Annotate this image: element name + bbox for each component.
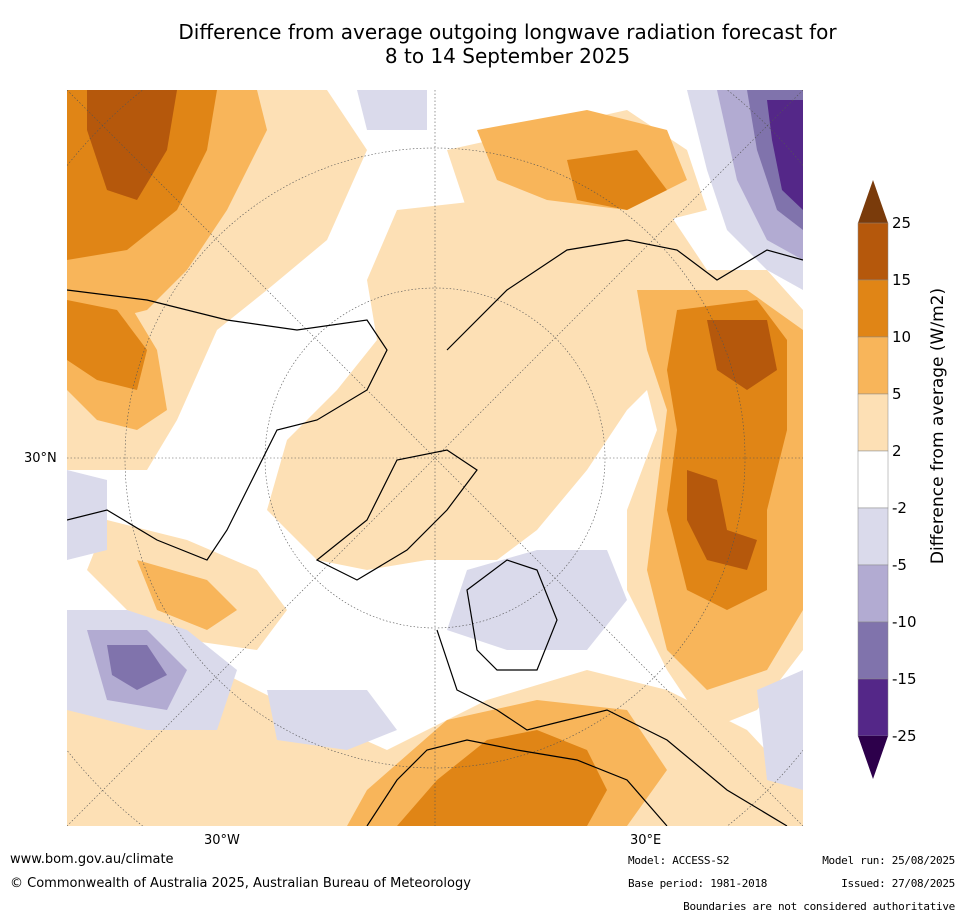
anomaly-region	[137, 560, 237, 630]
chart-title: Difference from average outgoing longwav…	[0, 20, 965, 68]
anomaly-region	[447, 550, 627, 650]
lat-label-30n: 30°N	[24, 451, 57, 466]
colorbar-tick-label: 10	[892, 328, 912, 346]
anomaly-region	[757, 670, 803, 790]
anomaly-region	[107, 645, 167, 690]
anomaly-region	[67, 300, 147, 390]
footer-issued: Issued: 27/08/2025	[841, 877, 955, 890]
colorbar-tick-label: 5	[892, 385, 902, 403]
colorbar-tick-label: -5	[892, 556, 907, 574]
anomaly-region	[687, 470, 757, 570]
colorbar-swatch	[857, 393, 889, 452]
colorbar-tick-label: -15	[892, 670, 917, 688]
colorbar-tick-label: 25	[892, 214, 912, 232]
anomaly-region	[767, 100, 803, 210]
title-line-2: 8 to 14 September 2025	[384, 44, 631, 68]
colorbar-swatch	[857, 279, 889, 338]
footer-boundaries: Boundaries are not considered authoritat…	[683, 900, 955, 913]
colorbar-tick-label: -2	[892, 499, 907, 517]
colorbar-swatch	[857, 336, 889, 395]
anomaly-region	[707, 320, 777, 390]
scandinavia-coast	[466, 559, 558, 671]
colorbar	[857, 180, 889, 779]
anomaly-region	[267, 190, 707, 570]
footer-model-run: Model run: 25/08/2025	[822, 854, 955, 867]
colorbar-swatch	[857, 450, 889, 509]
footer-copyright: © Commonwealth of Australia 2025, Austra…	[10, 876, 471, 891]
north-america-coast	[67, 289, 388, 561]
colorbar-extend-bottom	[858, 736, 888, 779]
graticule	[67, 90, 803, 826]
colorbar-swatch	[857, 678, 889, 737]
colorbar-title: Difference from average (W/m2)	[928, 287, 948, 565]
europe-coast	[436, 629, 788, 826]
title-line-1: Difference from average outgoing longwav…	[178, 20, 837, 44]
africa-coast	[366, 739, 668, 826]
greenland-coast	[315, 449, 478, 581]
coastlines	[67, 239, 803, 826]
anomaly-region	[397, 730, 607, 826]
footer-model: Model: ACCESS-S2	[628, 854, 730, 867]
footer-base-period: Base period: 1981-2018	[628, 877, 768, 890]
colorbar-tick-label: -25	[892, 727, 917, 745]
eurasia-coast	[446, 239, 803, 351]
anomaly-region	[357, 90, 427, 130]
forecast-map	[67, 90, 803, 826]
colorbar-swatch	[857, 507, 889, 566]
colorbar-tick-label: 2	[892, 442, 902, 460]
anomaly-region	[267, 690, 397, 750]
anomaly-region	[87, 90, 177, 200]
colorbar-swatch	[857, 621, 889, 680]
lon-label-30w: 30°W	[204, 833, 240, 848]
colorbar-swatch	[857, 564, 889, 623]
lon-label-30e: 30°E	[630, 833, 662, 848]
colorbar-swatch	[857, 222, 889, 281]
colorbar-tick-label: 15	[892, 271, 912, 289]
colorbar-extend-top	[858, 180, 888, 223]
anomaly-region	[567, 150, 667, 210]
colorbar-tick-label: -10	[892, 613, 917, 631]
footer-url: www.bom.gov.au/climate	[10, 852, 174, 867]
